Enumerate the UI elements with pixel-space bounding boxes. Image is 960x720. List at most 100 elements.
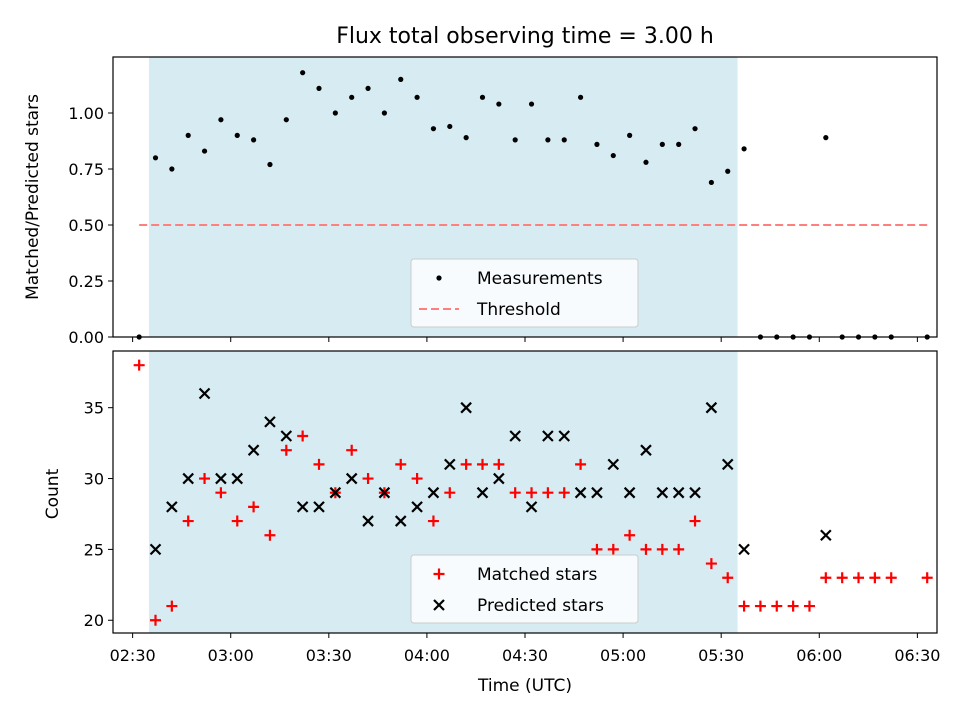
data-point bbox=[705, 401, 718, 414]
data-point bbox=[234, 132, 240, 138]
legend-marker-predicted bbox=[433, 599, 445, 611]
data-point bbox=[479, 94, 486, 100]
data-point bbox=[525, 501, 538, 513]
data-point bbox=[152, 155, 159, 161]
data-point bbox=[332, 110, 338, 116]
x-tick-label: 02:30 bbox=[110, 646, 156, 665]
bottom-y-axis-label: Count bbox=[43, 468, 63, 519]
data-point bbox=[738, 600, 750, 612]
data-point bbox=[509, 430, 521, 442]
data-point bbox=[689, 486, 701, 499]
data-point bbox=[558, 430, 571, 442]
data-point bbox=[493, 472, 505, 485]
legend-label: Predicted stars bbox=[477, 596, 604, 616]
data-point bbox=[460, 401, 472, 414]
data-point bbox=[591, 486, 603, 499]
data-point bbox=[607, 458, 620, 471]
data-point bbox=[512, 137, 518, 143]
data-point bbox=[218, 117, 224, 123]
data-point bbox=[610, 152, 616, 159]
data-point bbox=[656, 486, 669, 499]
data-point bbox=[199, 473, 211, 485]
data-point bbox=[836, 572, 848, 584]
data-point bbox=[398, 76, 404, 82]
data-point bbox=[231, 472, 244, 485]
x-tick-label: 06:30 bbox=[894, 646, 940, 665]
data-point bbox=[526, 487, 538, 499]
data-point bbox=[267, 161, 273, 168]
y-tick-label: 20 bbox=[84, 611, 104, 630]
data-point bbox=[394, 515, 407, 527]
y-tick-label: 0.25 bbox=[68, 272, 104, 291]
data-point bbox=[574, 486, 587, 499]
data-point bbox=[231, 515, 243, 527]
x-tick-label: 04:30 bbox=[502, 646, 548, 665]
bottom-panel: 20 25 30 35 02:30 03:00 03:30 04:00 04:30 05:00 05… bbox=[84, 350, 940, 665]
data-point bbox=[542, 487, 554, 499]
data-point bbox=[378, 486, 391, 499]
data-point bbox=[362, 473, 374, 485]
data-point bbox=[673, 543, 685, 555]
data-point bbox=[528, 101, 535, 107]
data-point bbox=[542, 430, 554, 442]
data-point bbox=[627, 132, 633, 138]
data-point bbox=[182, 472, 194, 485]
y-tick-label: 30 bbox=[84, 470, 104, 489]
data-point bbox=[672, 486, 685, 499]
data-point bbox=[247, 444, 260, 456]
data-point bbox=[738, 543, 750, 556]
data-point bbox=[447, 123, 453, 130]
data-point bbox=[624, 529, 636, 541]
data-point bbox=[722, 572, 734, 584]
data-point bbox=[133, 359, 145, 371]
data-point bbox=[280, 430, 293, 442]
data-point bbox=[476, 486, 489, 499]
data-point bbox=[692, 126, 698, 132]
data-point bbox=[853, 572, 865, 584]
data-point bbox=[820, 529, 832, 541]
data-point bbox=[708, 179, 714, 186]
legend-label: Threshold bbox=[476, 300, 561, 320]
data-point bbox=[316, 85, 322, 91]
data-point bbox=[215, 472, 227, 485]
data-point bbox=[705, 558, 717, 570]
legend-label: Measurements bbox=[477, 269, 603, 289]
data-point bbox=[300, 70, 306, 76]
data-point bbox=[169, 166, 175, 172]
data-point bbox=[476, 458, 488, 470]
data-point bbox=[251, 137, 257, 143]
x-axis-label: Time (UTC) bbox=[477, 676, 572, 696]
data-point bbox=[395, 458, 407, 470]
data-point bbox=[297, 430, 309, 442]
data-point bbox=[721, 458, 734, 471]
data-point bbox=[921, 572, 933, 584]
legend: Measurements Threshold bbox=[410, 258, 639, 328]
series-measurements bbox=[136, 70, 930, 340]
y-tick-label: 1.00 bbox=[68, 104, 104, 123]
data-point bbox=[201, 148, 208, 154]
data-point bbox=[346, 444, 358, 456]
data-point bbox=[823, 135, 829, 141]
data-point bbox=[313, 458, 325, 470]
data-point bbox=[427, 486, 440, 499]
y-tick-label: 25 bbox=[84, 540, 104, 559]
data-point bbox=[561, 137, 567, 143]
data-point bbox=[427, 515, 439, 527]
data-point bbox=[313, 501, 325, 513]
data-point bbox=[575, 458, 587, 470]
legend: Matched stars Predicted stars bbox=[410, 554, 639, 624]
data-point bbox=[381, 110, 387, 116]
data-point bbox=[198, 387, 211, 400]
legend-label: Matched stars bbox=[477, 565, 597, 585]
x-tick-label: 04:00 bbox=[404, 646, 450, 665]
data-point bbox=[414, 94, 420, 100]
data-point bbox=[676, 141, 682, 147]
data-point bbox=[444, 487, 456, 499]
data-point bbox=[365, 85, 371, 91]
data-point bbox=[803, 600, 815, 612]
y-tick-label: 0.50 bbox=[68, 216, 104, 235]
data-point bbox=[264, 416, 276, 428]
data-point bbox=[509, 487, 521, 499]
data-point bbox=[591, 543, 603, 555]
